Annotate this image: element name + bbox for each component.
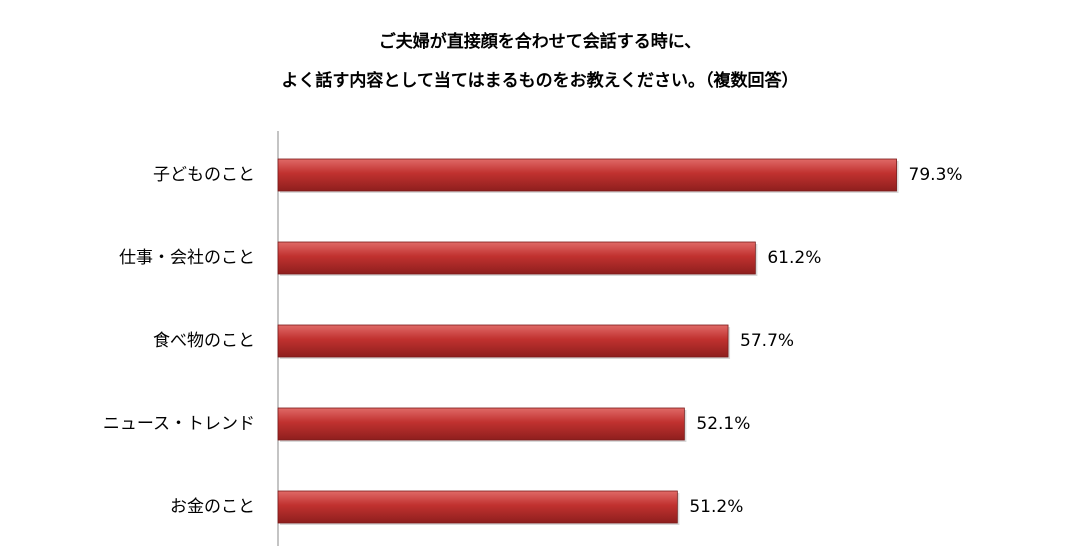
- category-label: 子どものこと: [153, 165, 255, 185]
- data-label: 61.2%: [767, 248, 821, 268]
- data-label: 51.2%: [689, 497, 743, 517]
- bar: [277, 241, 756, 275]
- category-label: お金のこと: [170, 497, 255, 517]
- bar: [277, 324, 729, 358]
- category-label: 食べ物のこと: [153, 331, 255, 351]
- category-label: ニュース・トレンド: [103, 414, 255, 434]
- data-label: 52.1%: [696, 414, 750, 434]
- data-label: 79.3%: [909, 165, 963, 185]
- chart-title: ご夫婦が直接顔を合わせて会話する時に、: [378, 32, 702, 52]
- bar: [277, 407, 685, 441]
- bar: [277, 158, 897, 192]
- bar: [277, 490, 678, 524]
- chart-subtitle: よく話す内容として当てはまるものをお教えください。（複数回答）: [281, 71, 799, 91]
- category-label: 仕事・会社のこと: [119, 248, 255, 268]
- data-label: 57.7%: [740, 331, 794, 351]
